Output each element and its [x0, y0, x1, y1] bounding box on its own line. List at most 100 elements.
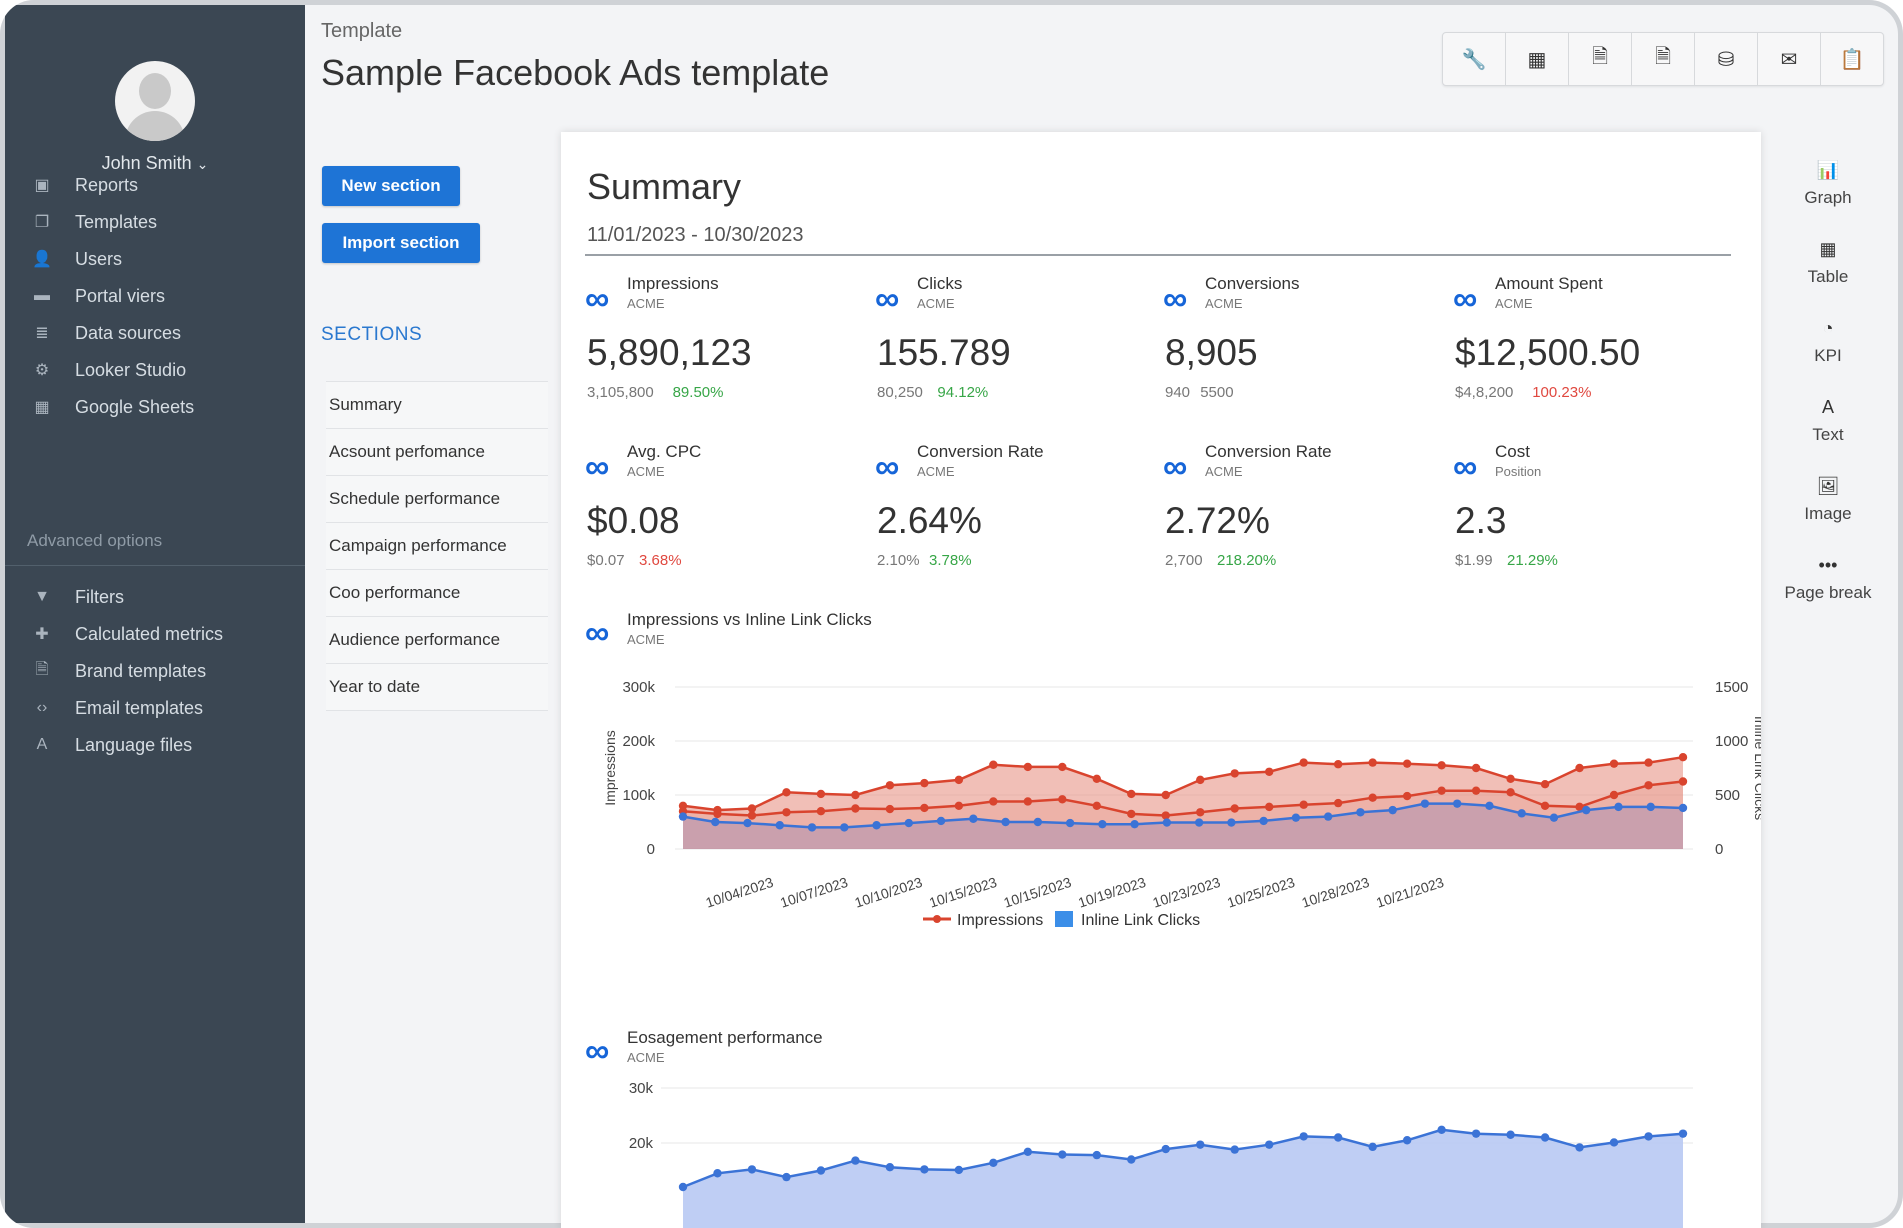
data-point[interactable] [1130, 819, 1139, 829]
data-point[interactable] [1356, 808, 1365, 817]
data-point[interactable] [1127, 789, 1136, 799]
kpi-card[interactable]: ∞ Conversion Rate ACME 2.64% 2.10% 3.78% [875, 442, 1135, 602]
data-point[interactable] [1127, 809, 1136, 819]
data-point[interactable] [954, 1165, 964, 1175]
data-point[interactable] [1506, 788, 1515, 797]
section-item[interactable]: Coo performance [326, 569, 548, 617]
data-point[interactable] [1678, 803, 1688, 813]
data-point[interactable] [1001, 817, 1010, 827]
data-point[interactable] [954, 801, 964, 810]
section-item[interactable]: Audience performance [326, 616, 548, 664]
data-point[interactable] [851, 790, 860, 800]
data-point[interactable] [678, 812, 688, 821]
data-point[interactable] [936, 816, 946, 826]
data-point[interactable] [1368, 793, 1377, 802]
sidebar-item-language-files[interactable]: A Language files [5, 727, 305, 763]
data-point[interactable] [816, 807, 826, 816]
data-point[interactable] [1388, 805, 1397, 815]
import-section-button[interactable]: Import section [322, 223, 480, 263]
data-point[interactable] [840, 823, 849, 832]
data-point[interactable] [1162, 818, 1172, 827]
sidebar-item-brand-templates[interactable]: 🗎 Brand templates [5, 653, 305, 689]
data-point[interactable] [1333, 760, 1343, 769]
kpi-card[interactable]: ∞ Avg. CPC ACME $0.08 $0.07 3.68% [585, 442, 845, 602]
data-point[interactable] [1033, 817, 1043, 827]
data-point[interactable] [1299, 1132, 1308, 1141]
data-point[interactable] [747, 811, 757, 820]
excel-icon[interactable]: 🗎 [1632, 33, 1695, 85]
data-point[interactable] [782, 788, 791, 797]
sidebar-item-calculated-metrics[interactable]: ✚ Calculated metrics [5, 616, 305, 652]
data-point[interactable] [1540, 1133, 1550, 1142]
data-point[interactable] [1437, 786, 1446, 795]
data-point[interactable] [1644, 1132, 1653, 1141]
data-point[interactable] [1402, 1136, 1412, 1145]
pdf-icon[interactable]: 🗎 [1569, 33, 1632, 85]
data-point[interactable] [1471, 763, 1481, 773]
data-point[interactable] [1506, 774, 1515, 783]
palette-table[interactable]: ▦ Table [1766, 239, 1890, 287]
data-point[interactable] [678, 1182, 688, 1192]
data-point[interactable] [782, 1172, 791, 1182]
data-point[interactable] [1609, 1138, 1619, 1147]
data-point[interactable] [1614, 802, 1623, 812]
data-point[interactable] [743, 818, 752, 828]
palette-page-break[interactable]: ••• Page break [1766, 555, 1890, 603]
database-icon[interactable]: ⛁ [1695, 33, 1758, 85]
data-point[interactable] [1437, 1125, 1446, 1134]
data-point[interactable] [1265, 767, 1274, 776]
data-point[interactable] [1333, 1133, 1343, 1142]
data-point[interactable] [807, 823, 817, 832]
data-point[interactable] [1540, 780, 1550, 789]
data-point[interactable] [920, 803, 929, 813]
data-point[interactable] [713, 809, 722, 819]
sidebar-item-filters[interactable]: ▼ Filters [5, 579, 305, 615]
data-point[interactable] [1452, 799, 1462, 808]
new-section-button[interactable]: New section [322, 166, 460, 206]
sidebar-item-looker-studio[interactable]: ⚙ Looker Studio [5, 352, 305, 388]
data-point[interactable] [1678, 1129, 1688, 1138]
data-point[interactable] [816, 789, 826, 799]
data-point[interactable] [1299, 758, 1308, 767]
section-item[interactable]: Acsount perfomance [326, 428, 548, 476]
data-point[interactable] [747, 804, 757, 813]
data-point[interactable] [713, 1169, 722, 1178]
data-point[interactable] [1092, 774, 1101, 783]
data-point[interactable] [989, 797, 998, 806]
data-point[interactable] [920, 1165, 929, 1174]
data-point[interactable] [1196, 1140, 1205, 1149]
data-point[interactable] [1230, 1145, 1239, 1154]
data-point[interactable] [1161, 790, 1170, 800]
data-point[interactable] [775, 821, 784, 830]
kpi-card[interactable]: ∞ Conversion Rate ACME 2.72% 2,700 218.20% [1163, 442, 1423, 602]
wrench-icon[interactable]: 🔧 [1443, 33, 1506, 85]
data-point[interactable] [904, 818, 914, 828]
data-point[interactable] [969, 814, 978, 823]
sidebar-item-templates[interactable]: ❐ Templates [5, 204, 305, 240]
data-point[interactable] [782, 808, 791, 817]
data-point[interactable] [711, 817, 720, 827]
data-point[interactable] [1402, 791, 1412, 801]
data-point[interactable] [1023, 797, 1033, 806]
data-point[interactable] [1333, 798, 1343, 808]
data-point[interactable] [1402, 759, 1412, 768]
data-point[interactable] [1291, 813, 1301, 822]
data-point[interactable] [1265, 1140, 1274, 1149]
data-point[interactable] [1058, 795, 1067, 804]
section-item[interactable]: Schedule performance [326, 475, 548, 523]
data-point[interactable] [1549, 813, 1559, 822]
kpi-card[interactable]: ∞ Amount Spent ACME $12,500.50 $4,8,200 100.2… [1453, 274, 1713, 434]
data-point[interactable] [1368, 1142, 1377, 1152]
kpi-card[interactable]: ∞ Cost Position 2.3 $1.99 21.29% [1453, 442, 1713, 602]
data-point[interactable] [872, 821, 881, 830]
mail-icon[interactable]: ✉ [1758, 33, 1821, 85]
sidebar-item-reports[interactable]: ▣ Reports [5, 167, 305, 203]
data-point[interactable] [989, 760, 998, 769]
palette-text[interactable]: A Text [1766, 397, 1890, 445]
data-point[interactable] [1227, 818, 1236, 827]
palette-kpi[interactable]: ◔ KPI [1766, 318, 1890, 366]
avatar[interactable] [115, 61, 195, 141]
palette-graph[interactable]: 📊 Graph [1766, 160, 1890, 208]
data-point[interactable] [1092, 1150, 1101, 1160]
data-point[interactable] [1065, 818, 1075, 828]
